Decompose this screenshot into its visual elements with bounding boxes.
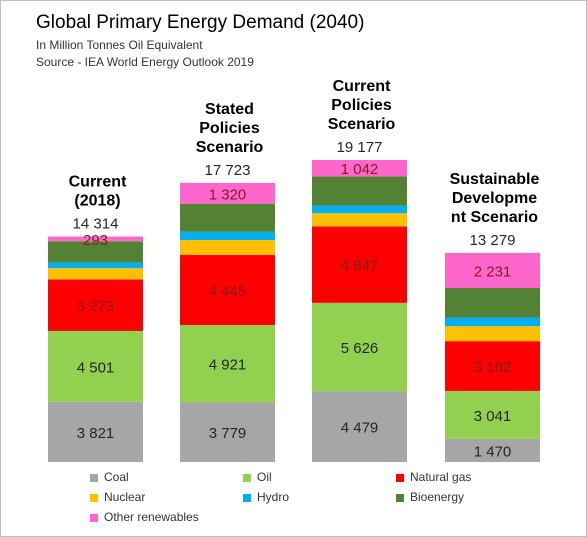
chart-subtitle-source: Source - IEA World Energy Outlook 2019 — [36, 55, 254, 69]
total-label-1: 14 314 — [73, 216, 119, 233]
data-label-other-renewables-1: 293 — [83, 232, 108, 249]
total-label-3: 19 177 — [337, 139, 383, 156]
data-label-natural-gas-3: 4 847 — [341, 258, 379, 275]
legend-swatch-oil — [243, 473, 251, 482]
bar-segment-bioenergy-1 — [48, 241, 143, 263]
bar-segment-hydro-2 — [180, 231, 275, 241]
data-label-other-renewables-4: 2 231 — [474, 263, 512, 280]
legend-label-coal: Coal — [104, 470, 129, 484]
legend-item-hydro: Hydro — [243, 490, 289, 504]
bar-segment-nuclear-2 — [180, 240, 275, 255]
data-label-coal-2: 3 779 — [209, 425, 247, 442]
legend-item-bioenergy: Bioenergy — [396, 490, 464, 504]
legend-swatch-nuclear — [90, 493, 98, 502]
legend-item-nuclear: Nuclear — [90, 490, 145, 504]
category-label-3-line-1: Current — [333, 78, 391, 95]
bar-segment-coal-2 — [180, 402, 275, 462]
category-label-1-line-2: (2018) — [74, 193, 120, 210]
legend-swatch-hydro — [243, 493, 251, 502]
legend-swatch-coal — [90, 473, 98, 482]
data-label-other-renewables-3: 1 042 — [341, 161, 379, 178]
category-label-4-line-3: nt Scenario — [451, 209, 538, 226]
data-label-coal-3: 4 479 — [341, 420, 379, 437]
bar-segment-natural-gas-4 — [445, 341, 540, 391]
category-label-2-line-2: Policies — [199, 120, 260, 137]
legend-label-natural-gas: Natural gas — [410, 470, 472, 484]
bar-segment-oil-1 — [48, 330, 143, 402]
legend-label-bioenergy: Bioenergy — [410, 490, 465, 504]
legend-swatch-other-renewables — [90, 513, 98, 522]
bar-segment-other-renewables-4 — [445, 252, 540, 289]
bar-segment-bioenergy-2 — [180, 203, 275, 232]
total-label-4: 13 279 — [470, 232, 516, 249]
bar-segment-other-renewables-1 — [48, 236, 143, 242]
data-label-oil-4: 3 041 — [474, 408, 512, 425]
bar-segment-coal-3 — [312, 391, 407, 462]
legend-swatch-natural-gas — [396, 473, 404, 482]
chart-subtitle-unit: In Million Tonnes Oil Equivalent — [36, 38, 203, 52]
total-label-2: 17 723 — [205, 162, 251, 179]
bar-segment-coal-1 — [48, 401, 143, 462]
data-label-coal-1: 3 821 — [77, 425, 115, 442]
category-label-1-line-1: Current — [69, 174, 127, 191]
data-label-natural-gas-1: 3 273 — [77, 298, 115, 315]
data-label-natural-gas-2: 4 445 — [209, 283, 247, 300]
category-label-3-line-2: Policies — [331, 97, 392, 114]
bar-segment-oil-2 — [180, 324, 275, 403]
bar-segment-hydro-3 — [312, 205, 407, 214]
legend-label-other-renewables: Other renewables — [104, 510, 199, 524]
category-label-4-line-2: Developme — [452, 190, 537, 207]
data-label-other-renewables-2: 1 320 — [209, 186, 247, 203]
bar-segment-hydro-4 — [445, 317, 540, 327]
bar-segment-nuclear-3 — [312, 213, 407, 227]
data-label-oil-1: 4 501 — [77, 359, 115, 376]
bar-segment-nuclear-4 — [445, 326, 540, 342]
data-label-natural-gas-4: 3 162 — [474, 359, 512, 376]
legend-label-oil: Oil — [257, 470, 272, 484]
legend-item-natural-gas: Natural gas — [396, 470, 471, 484]
data-label-oil-3: 5 626 — [341, 340, 379, 357]
bar-segment-oil-3 — [312, 302, 407, 392]
category-label-2-line-1: Stated — [205, 101, 254, 118]
chart-title: Global Primary Energy Demand (2040) — [36, 12, 365, 33]
bar-segment-coal-4 — [445, 438, 540, 462]
category-label-3-line-3: Scenario — [328, 116, 396, 133]
bar-segment-natural-gas-1 — [48, 279, 143, 331]
bar-segment-oil-4 — [445, 390, 540, 439]
bar-segment-natural-gas-2 — [180, 254, 275, 325]
bar-segment-bioenergy-4 — [445, 288, 540, 318]
legend-swatch-bioenergy — [396, 493, 404, 502]
legend-item-oil: Oil — [243, 470, 272, 484]
data-label-coal-4: 1 470 — [474, 443, 512, 460]
bar-segment-natural-gas-3 — [312, 226, 407, 303]
legend-item-coal: Coal — [90, 470, 129, 484]
bar-segment-hydro-1 — [48, 262, 143, 269]
data-label-oil-2: 4 921 — [209, 357, 247, 374]
bar-segment-nuclear-1 — [48, 268, 143, 280]
category-label-4-line-1: Sustainable — [450, 171, 540, 188]
legend-label-nuclear: Nuclear — [104, 490, 146, 504]
legend-item-other-renewables: Other renewables — [90, 510, 199, 524]
bar-segment-other-renewables-3 — [312, 160, 407, 177]
legend-label-hydro: Hydro — [257, 490, 290, 504]
category-label-2-line-3: Scenario — [196, 139, 264, 156]
bar-segment-other-renewables-2 — [180, 182, 275, 204]
bar-segment-bioenergy-3 — [312, 176, 407, 206]
